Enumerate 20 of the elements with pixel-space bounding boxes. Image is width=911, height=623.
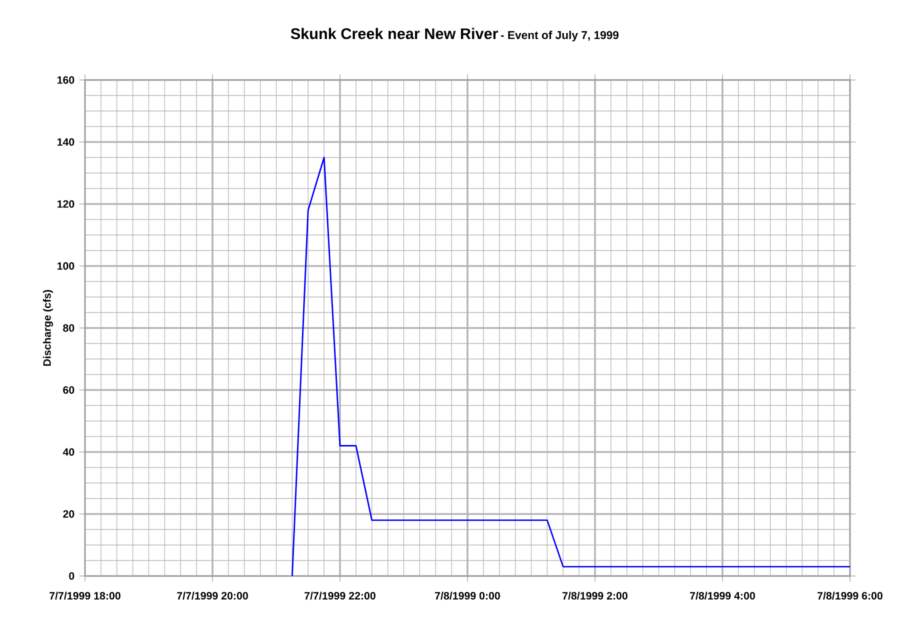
y-tick-label: 60 bbox=[63, 386, 74, 394]
chart-title: Skunk Creek near New River bbox=[290, 28, 498, 40]
x-tick-label: 7/7/1999 20:00 bbox=[177, 592, 248, 600]
y-tick-label: 0 bbox=[69, 572, 74, 580]
x-tick-label: 7/7/1999 18:00 bbox=[50, 592, 120, 600]
y-tick-label: 160 bbox=[57, 76, 74, 84]
x-tick-label: 7/8/1999 2:00 bbox=[562, 592, 628, 600]
x-tick-label: 7/8/1999 0:00 bbox=[435, 592, 500, 600]
y-axis-title: Discharge (cfs) bbox=[42, 290, 53, 366]
x-tick-label: 7/7/1999 22:00 bbox=[304, 592, 376, 600]
y-tick-label: 80 bbox=[63, 324, 74, 332]
line-series bbox=[291, 156, 851, 577]
x-tick-label: 7/8/1999 6:00 bbox=[818, 592, 882, 600]
y-tick-label: 140 bbox=[57, 138, 74, 146]
x-tick-label: 7/8/1999 4:00 bbox=[690, 592, 755, 600]
y-tick-label: 120 bbox=[57, 200, 74, 208]
y-tick-label: 20 bbox=[63, 510, 74, 518]
y-tick-label: 100 bbox=[57, 262, 74, 270]
chart-subtitle: - Event of July 7, 1999 bbox=[500, 30, 619, 42]
y-tick-label: 40 bbox=[62, 448, 74, 456]
